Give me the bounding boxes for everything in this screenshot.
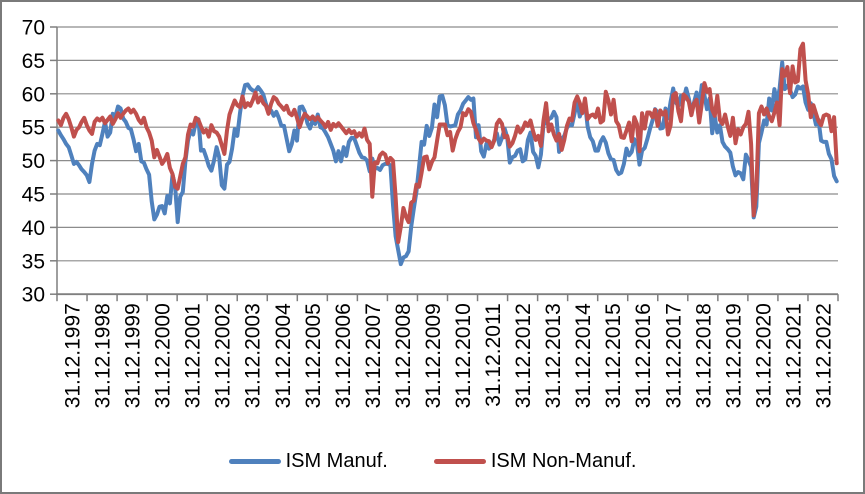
- x-axis-label: 31.12.2022: [812, 303, 835, 408]
- x-axis-label: 31.12.1999: [122, 303, 145, 408]
- y-axis-label: 45: [22, 184, 45, 207]
- x-axis-label: 31.12.2011: [482, 303, 505, 407]
- series-line-ism-manuf-: [56, 60, 839, 267]
- x-axis-label: 31.12.2017: [662, 303, 685, 408]
- x-axis-label: 31.12.2014: [572, 303, 595, 408]
- y-axis-label: 70: [22, 17, 45, 40]
- x-axis-label: 31.12.2009: [422, 303, 445, 408]
- legend-swatch-ism-manuf-icon: [228, 458, 281, 464]
- y-axis-label: 65: [22, 50, 45, 73]
- legend-label-ism-non-manuf: ISM Non-Manuf.: [490, 449, 637, 472]
- x-axis-label: 31.12.2020: [752, 303, 775, 408]
- x-axis-label: 31.12.2005: [302, 303, 325, 408]
- x-axis-label: 31.12.2016: [632, 303, 655, 408]
- x-axis-label: 31.12.2008: [392, 303, 415, 408]
- x-axis-label: 31.12.2002: [212, 303, 235, 408]
- legend: ISM Manuf. ISM Non-Manuf.: [2, 444, 863, 478]
- x-axis-label: 31.12.2015: [602, 303, 625, 408]
- x-axis-label: 31.12.2003: [242, 303, 265, 408]
- x-axis-label: 31.12.1998: [92, 303, 115, 408]
- y-axis-label: 50: [22, 150, 45, 173]
- x-axis-label: 31.12.2021: [782, 303, 805, 408]
- y-axis-label: 35: [22, 250, 45, 273]
- y-axis-label: 55: [22, 117, 45, 140]
- legend-label-ism-manuf: ISM Manuf.: [285, 449, 388, 472]
- y-axis-label: 60: [22, 83, 45, 106]
- legend-swatch-ism-non-manuf-icon: [433, 458, 486, 464]
- x-axis-label: 31.12.2010: [452, 303, 475, 408]
- legend-item-ism-manuf: ISM Manuf.: [228, 449, 388, 473]
- series-line-ism-non-manuf-: [56, 41, 839, 245]
- x-axis-label: 31.12.2012: [512, 303, 535, 408]
- x-axis-label: 31.12.2004: [272, 303, 295, 408]
- x-axis-label: 31.12.2018: [692, 303, 715, 408]
- x-axis-label: 31.12.2001: [182, 303, 205, 408]
- x-axis-label: 31.12.1997: [62, 303, 85, 408]
- x-axis-label: 31.12.2000: [152, 303, 175, 408]
- y-axis-label: 30: [22, 284, 45, 307]
- x-axis-label: 31.12.2019: [722, 303, 745, 408]
- x-axis-label: 31.12.2006: [332, 303, 355, 408]
- legend-item-ism-non-manuf: ISM Non-Manuf.: [433, 449, 637, 473]
- x-axis-label: 31.12.2013: [542, 303, 565, 408]
- y-axis-label: 40: [22, 217, 45, 240]
- x-axis-label: 31.12.2007: [362, 303, 385, 408]
